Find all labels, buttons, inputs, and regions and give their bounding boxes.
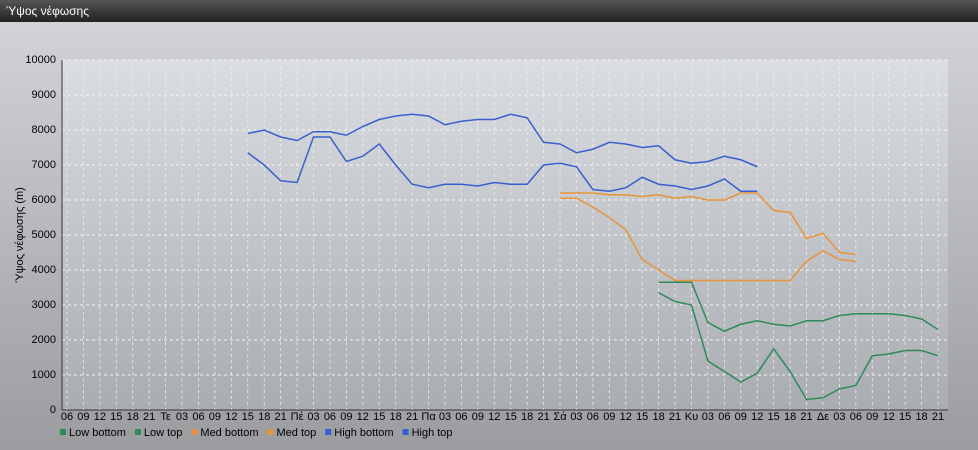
legend-label: High top xyxy=(412,427,453,439)
y-tick-label: 10000 xyxy=(25,54,56,66)
series-line xyxy=(560,197,856,282)
x-tick-label: 12 xyxy=(883,411,895,423)
y-tick-label: 6000 xyxy=(32,194,56,206)
x-tick-label: 09 xyxy=(603,411,615,423)
chart-title: Ύψος νέφωσης xyxy=(6,4,89,18)
series-line xyxy=(560,192,856,255)
series-line xyxy=(658,292,939,401)
legend-swatch xyxy=(267,429,274,435)
y-tick-label: 9000 xyxy=(32,89,56,101)
y-tick-label: 2000 xyxy=(32,334,56,346)
x-tick-label: 03 xyxy=(439,411,451,423)
x-tick-label: 15 xyxy=(110,411,122,423)
x-tick-label: 15 xyxy=(636,411,648,423)
x-tick-label: 09 xyxy=(340,411,352,423)
series-line xyxy=(658,281,939,333)
legend-label: Med top xyxy=(277,427,317,439)
x-tick-label: 15 xyxy=(373,411,385,423)
x-tick-label: 06 xyxy=(192,411,204,423)
x-tick-label: 15 xyxy=(768,411,780,423)
title-bar xyxy=(0,0,978,22)
x-tick-label: 21 xyxy=(800,411,812,423)
x-tick-label: 03 xyxy=(176,411,188,423)
x-tick-label: 12 xyxy=(94,411,106,423)
x-tick-label: 15 xyxy=(242,411,254,423)
x-tick-label: 09 xyxy=(735,411,747,423)
x-tick-label: 18 xyxy=(652,411,664,423)
legend-label: Med bottom xyxy=(200,427,258,439)
x-tick-label: 06 xyxy=(718,411,730,423)
x-tick-label: Κυ xyxy=(685,411,698,423)
legend-label: Low bottom xyxy=(69,427,126,439)
x-tick-label: Πα xyxy=(421,411,436,423)
legend-swatch xyxy=(325,429,332,435)
x-tick-label: 06 xyxy=(61,411,73,423)
y-tick-label: 7000 xyxy=(32,159,56,171)
x-tick-label: Τε xyxy=(160,411,171,423)
x-tick-label: 21 xyxy=(537,411,549,423)
x-tick-label: 03 xyxy=(833,411,845,423)
legend-label: Low top xyxy=(144,427,183,439)
series-line xyxy=(247,136,758,193)
legend-label: High bottom xyxy=(334,427,393,439)
x-tick-label: 06 xyxy=(587,411,599,423)
legend-swatch xyxy=(402,429,409,435)
x-tick-label: 06 xyxy=(455,411,467,423)
y-tick-label: 8000 xyxy=(32,124,56,136)
x-tick-label: 03 xyxy=(570,411,582,423)
x-tick-label: 18 xyxy=(258,411,270,423)
y-tick-label: 1000 xyxy=(32,369,56,381)
x-tick-label: 03 xyxy=(307,411,319,423)
x-tick-label: 09 xyxy=(866,411,878,423)
legend-swatch xyxy=(134,429,141,435)
x-tick-label: 03 xyxy=(702,411,714,423)
x-tick-label: 18 xyxy=(127,411,139,423)
x-tick-label: 15 xyxy=(899,411,911,423)
x-tick-label: 12 xyxy=(751,411,763,423)
x-tick-label: Σά xyxy=(553,411,567,423)
x-tick-label: 09 xyxy=(209,411,221,423)
x-tick-label: 21 xyxy=(669,411,681,423)
legend-swatch xyxy=(60,429,66,435)
legend-swatch xyxy=(191,429,198,435)
x-tick-label: 06 xyxy=(850,411,862,423)
x-tick-label: 21 xyxy=(275,411,287,423)
y-tick-label: 4000 xyxy=(32,264,56,276)
x-tick-label: 09 xyxy=(472,411,484,423)
x-tick-label: 12 xyxy=(225,411,237,423)
x-tick-label: 12 xyxy=(357,411,369,423)
x-tick-label: 21 xyxy=(143,411,155,423)
x-tick-label: 06 xyxy=(324,411,336,423)
x-tick-label: 12 xyxy=(488,411,500,423)
y-tick-label: 5000 xyxy=(32,229,56,241)
x-tick-label: 21 xyxy=(932,411,944,423)
y-tick-label: 3000 xyxy=(32,299,56,311)
x-tick-label: 18 xyxy=(390,411,402,423)
x-tick-label: 15 xyxy=(505,411,517,423)
x-tick-label: Πέ xyxy=(291,411,304,423)
x-tick-label: 18 xyxy=(915,411,927,423)
x-tick-label: 12 xyxy=(620,411,632,423)
x-tick-label: 18 xyxy=(521,411,533,423)
x-tick-label: 18 xyxy=(784,411,796,423)
series-line xyxy=(247,113,758,168)
y-axis-label: Ύψος νέφωσης (m) xyxy=(14,187,26,283)
x-tick-label: 09 xyxy=(77,411,89,423)
x-tick-label: 21 xyxy=(406,411,418,423)
y-tick-label: 0 xyxy=(50,404,56,416)
x-tick-label: Δε xyxy=(817,411,829,423)
